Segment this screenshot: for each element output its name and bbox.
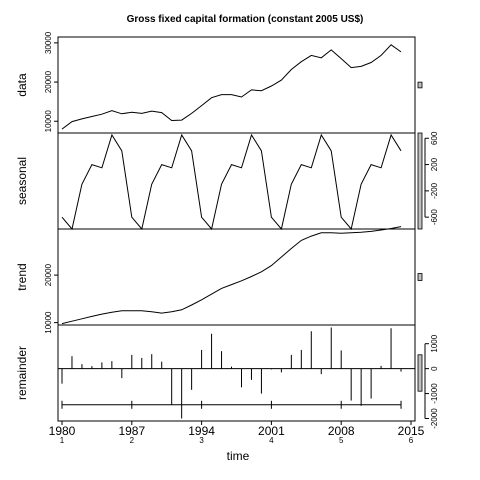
- panel-frame-trend: [57, 228, 416, 326]
- panel-data: 10000 20000 30000 data: [15, 31, 423, 134]
- cycle-label-3: 4: [269, 436, 274, 445]
- panel-remainder: -2000 -1000 0 1000 remainder: [15, 324, 439, 429]
- cycle-label-4: 5: [339, 436, 344, 445]
- y-tick-label-trend-0: 10000: [44, 311, 53, 334]
- y-tick-label-data-1: 20000: [44, 70, 53, 93]
- y-tick-label-trend-1: 20000: [44, 263, 53, 286]
- x-tick-label-4: 2008: [328, 424, 355, 438]
- panels: 100002000030000data-600-200200600seasona…: [15, 31, 439, 429]
- x-tick-label-5: 2015: [398, 424, 425, 438]
- y-tick-label-remainder-2: 0: [430, 366, 439, 371]
- x-tick-label-0: 1980: [49, 424, 76, 438]
- scale-bar-seasonal: [417, 132, 423, 230]
- x-tick-label-1: 1987: [118, 424, 145, 438]
- panel-label-seasonal: seasonal: [15, 157, 29, 205]
- cycle-label-0: 1: [60, 436, 65, 445]
- x-axis-label: time: [227, 449, 250, 463]
- y-tick-label-remainder-3: 1000: [430, 334, 439, 352]
- series-line-trend: [61, 226, 402, 325]
- chart-title: Gross fixed capital formation (constant …: [127, 14, 364, 25]
- cycle-label-1: 2: [130, 436, 135, 445]
- scale-bar-remainder: [417, 354, 423, 392]
- y-tick-label-remainder-0: -2000: [430, 408, 439, 429]
- cycle-label-2: 3: [199, 436, 204, 445]
- panel-frame-data: [57, 36, 416, 134]
- series-line-seasonal: [61, 133, 402, 231]
- y-tick-label-seasonal-0: -600: [430, 209, 439, 226]
- y-tick-label-data-0: 10000: [44, 110, 53, 133]
- x-tick-label-3: 2001: [258, 424, 285, 438]
- scale-bar-trend: [417, 273, 423, 281]
- y-tick-label-data-2: 30000: [44, 31, 53, 54]
- panel-label-trend: trend: [15, 263, 29, 290]
- y-tick-label-remainder-1: -1000: [430, 383, 439, 404]
- y-tick-label-seasonal-2: 200: [430, 157, 439, 171]
- series-line-data: [61, 44, 402, 130]
- cycle-label-5: 6: [409, 436, 414, 445]
- panel-trend: 10000 20000 trend: [15, 226, 423, 334]
- x-tick-label-2: 1994: [188, 424, 215, 438]
- panel-label-data: data: [15, 73, 29, 97]
- panel-seasonal: -600 -200 200 600 seasonal: [15, 131, 439, 231]
- y-tick-label-seasonal-1: -200: [430, 182, 439, 199]
- y-tick-label-seasonal-3: 600: [430, 131, 439, 145]
- panel-frame-seasonal: [57, 132, 416, 230]
- scale-bar-data: [417, 81, 423, 89]
- panel-label-remainder: remainder: [15, 346, 29, 400]
